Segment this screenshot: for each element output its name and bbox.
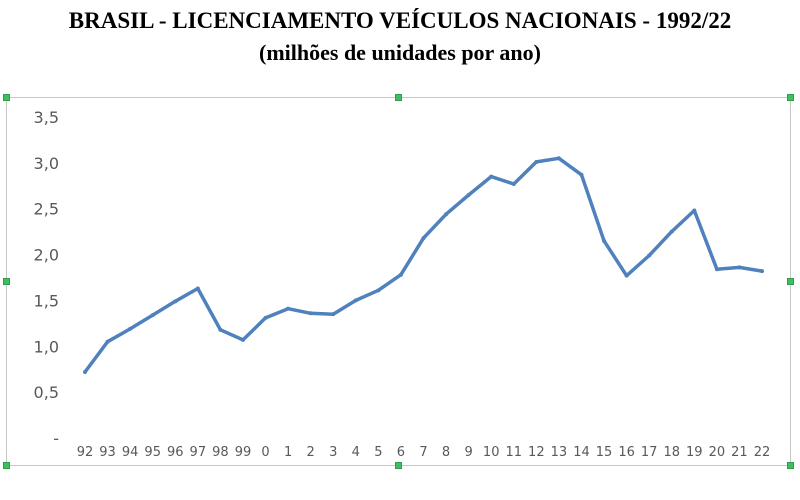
resize-handle-top-left[interactable] <box>3 94 10 101</box>
y-tick-label: 3,5 <box>34 108 59 127</box>
x-tick-label: 10 <box>483 445 500 460</box>
resize-handle-top-center[interactable] <box>395 94 402 101</box>
y-tick-label: 3,0 <box>34 154 59 173</box>
data-point <box>556 156 561 161</box>
x-tick-label: 9 <box>464 445 472 460</box>
x-tick-label: 22 <box>754 445 771 460</box>
x-tick-label: 2 <box>307 445 315 460</box>
data-point <box>240 337 245 342</box>
data-point <box>602 238 607 243</box>
x-tick-label: 11 <box>505 445 522 460</box>
data-point <box>692 208 697 213</box>
data-point <box>647 253 652 258</box>
x-tick-label: 97 <box>190 445 207 460</box>
data-point <box>308 311 313 316</box>
resize-handle-middle-right[interactable] <box>787 278 794 285</box>
series-line <box>83 156 764 374</box>
data-point <box>173 299 178 304</box>
data-point <box>714 267 719 272</box>
x-tick-label: 15 <box>596 445 613 460</box>
data-point <box>218 327 223 332</box>
data-point <box>444 212 449 217</box>
y-tick-label: 1,5 <box>34 291 59 310</box>
x-tick-label: 19 <box>686 445 703 460</box>
x-tick-label: 13 <box>551 445 568 460</box>
x-tick-label: 21 <box>731 445 748 460</box>
chart-subtitle: (milhões de unidades por ano) <box>259 40 541 65</box>
data-point <box>150 313 155 318</box>
x-tick-label: 5 <box>374 445 382 460</box>
data-point <box>534 159 539 164</box>
y-tick-label: 2,0 <box>34 246 59 265</box>
resize-handle-top-right[interactable] <box>787 94 794 101</box>
x-tick-label: 14 <box>573 445 590 460</box>
data-point <box>511 181 516 186</box>
resize-handle-bottom-left[interactable] <box>3 462 10 469</box>
data-point <box>195 286 200 291</box>
data-point <box>105 339 110 344</box>
data-point <box>489 174 494 179</box>
data-point <box>737 265 742 270</box>
data-point <box>128 326 133 331</box>
x-tick-label: 0 <box>261 445 269 460</box>
data-point <box>83 369 87 374</box>
data-point <box>624 273 629 278</box>
data-point <box>466 192 471 197</box>
data-point <box>579 172 584 177</box>
data-point <box>263 315 268 320</box>
x-tick-label: 7 <box>419 445 427 460</box>
x-tick-label: 1 <box>284 445 292 460</box>
x-tick-label: 6 <box>397 445 405 460</box>
x-tick-label: 12 <box>528 445 545 460</box>
y-tick-label: 1,0 <box>34 337 59 356</box>
chart-title: BRASIL - LICENCIAMENTO VEÍCULOS NACIONAI… <box>68 8 732 33</box>
x-tick-label: 92 <box>77 445 94 460</box>
resize-handle-middle-left[interactable] <box>3 278 10 285</box>
data-point <box>760 269 764 274</box>
data-point <box>421 236 426 241</box>
data-point <box>669 229 674 234</box>
data-point <box>286 306 291 311</box>
y-tick-label: - <box>53 429 59 448</box>
x-tick-label: 96 <box>167 445 184 460</box>
x-tick-label: 18 <box>663 445 680 460</box>
data-point <box>376 288 381 293</box>
data-point <box>353 298 358 303</box>
y-tick-label: 0,5 <box>34 383 59 402</box>
x-tick-label: 4 <box>352 445 360 460</box>
y-tick-label: 2,5 <box>34 200 59 219</box>
resize-handle-bottom-right[interactable] <box>787 462 794 469</box>
resize-handle-bottom-center[interactable] <box>395 462 402 469</box>
x-tick-label: 8 <box>442 445 450 460</box>
x-tick-label: 16 <box>618 445 635 460</box>
x-tick-label: 93 <box>99 445 116 460</box>
data-point <box>331 312 336 317</box>
x-tick-label: 94 <box>122 445 139 460</box>
x-tick-label: 98 <box>212 445 229 460</box>
x-tick-label: 99 <box>235 445 252 460</box>
x-tick-label: 3 <box>329 445 337 460</box>
data-point <box>398 272 403 277</box>
x-tick-label: 20 <box>709 445 726 460</box>
x-tick-label: 95 <box>144 445 161 460</box>
x-tick-label: 17 <box>641 445 658 460</box>
